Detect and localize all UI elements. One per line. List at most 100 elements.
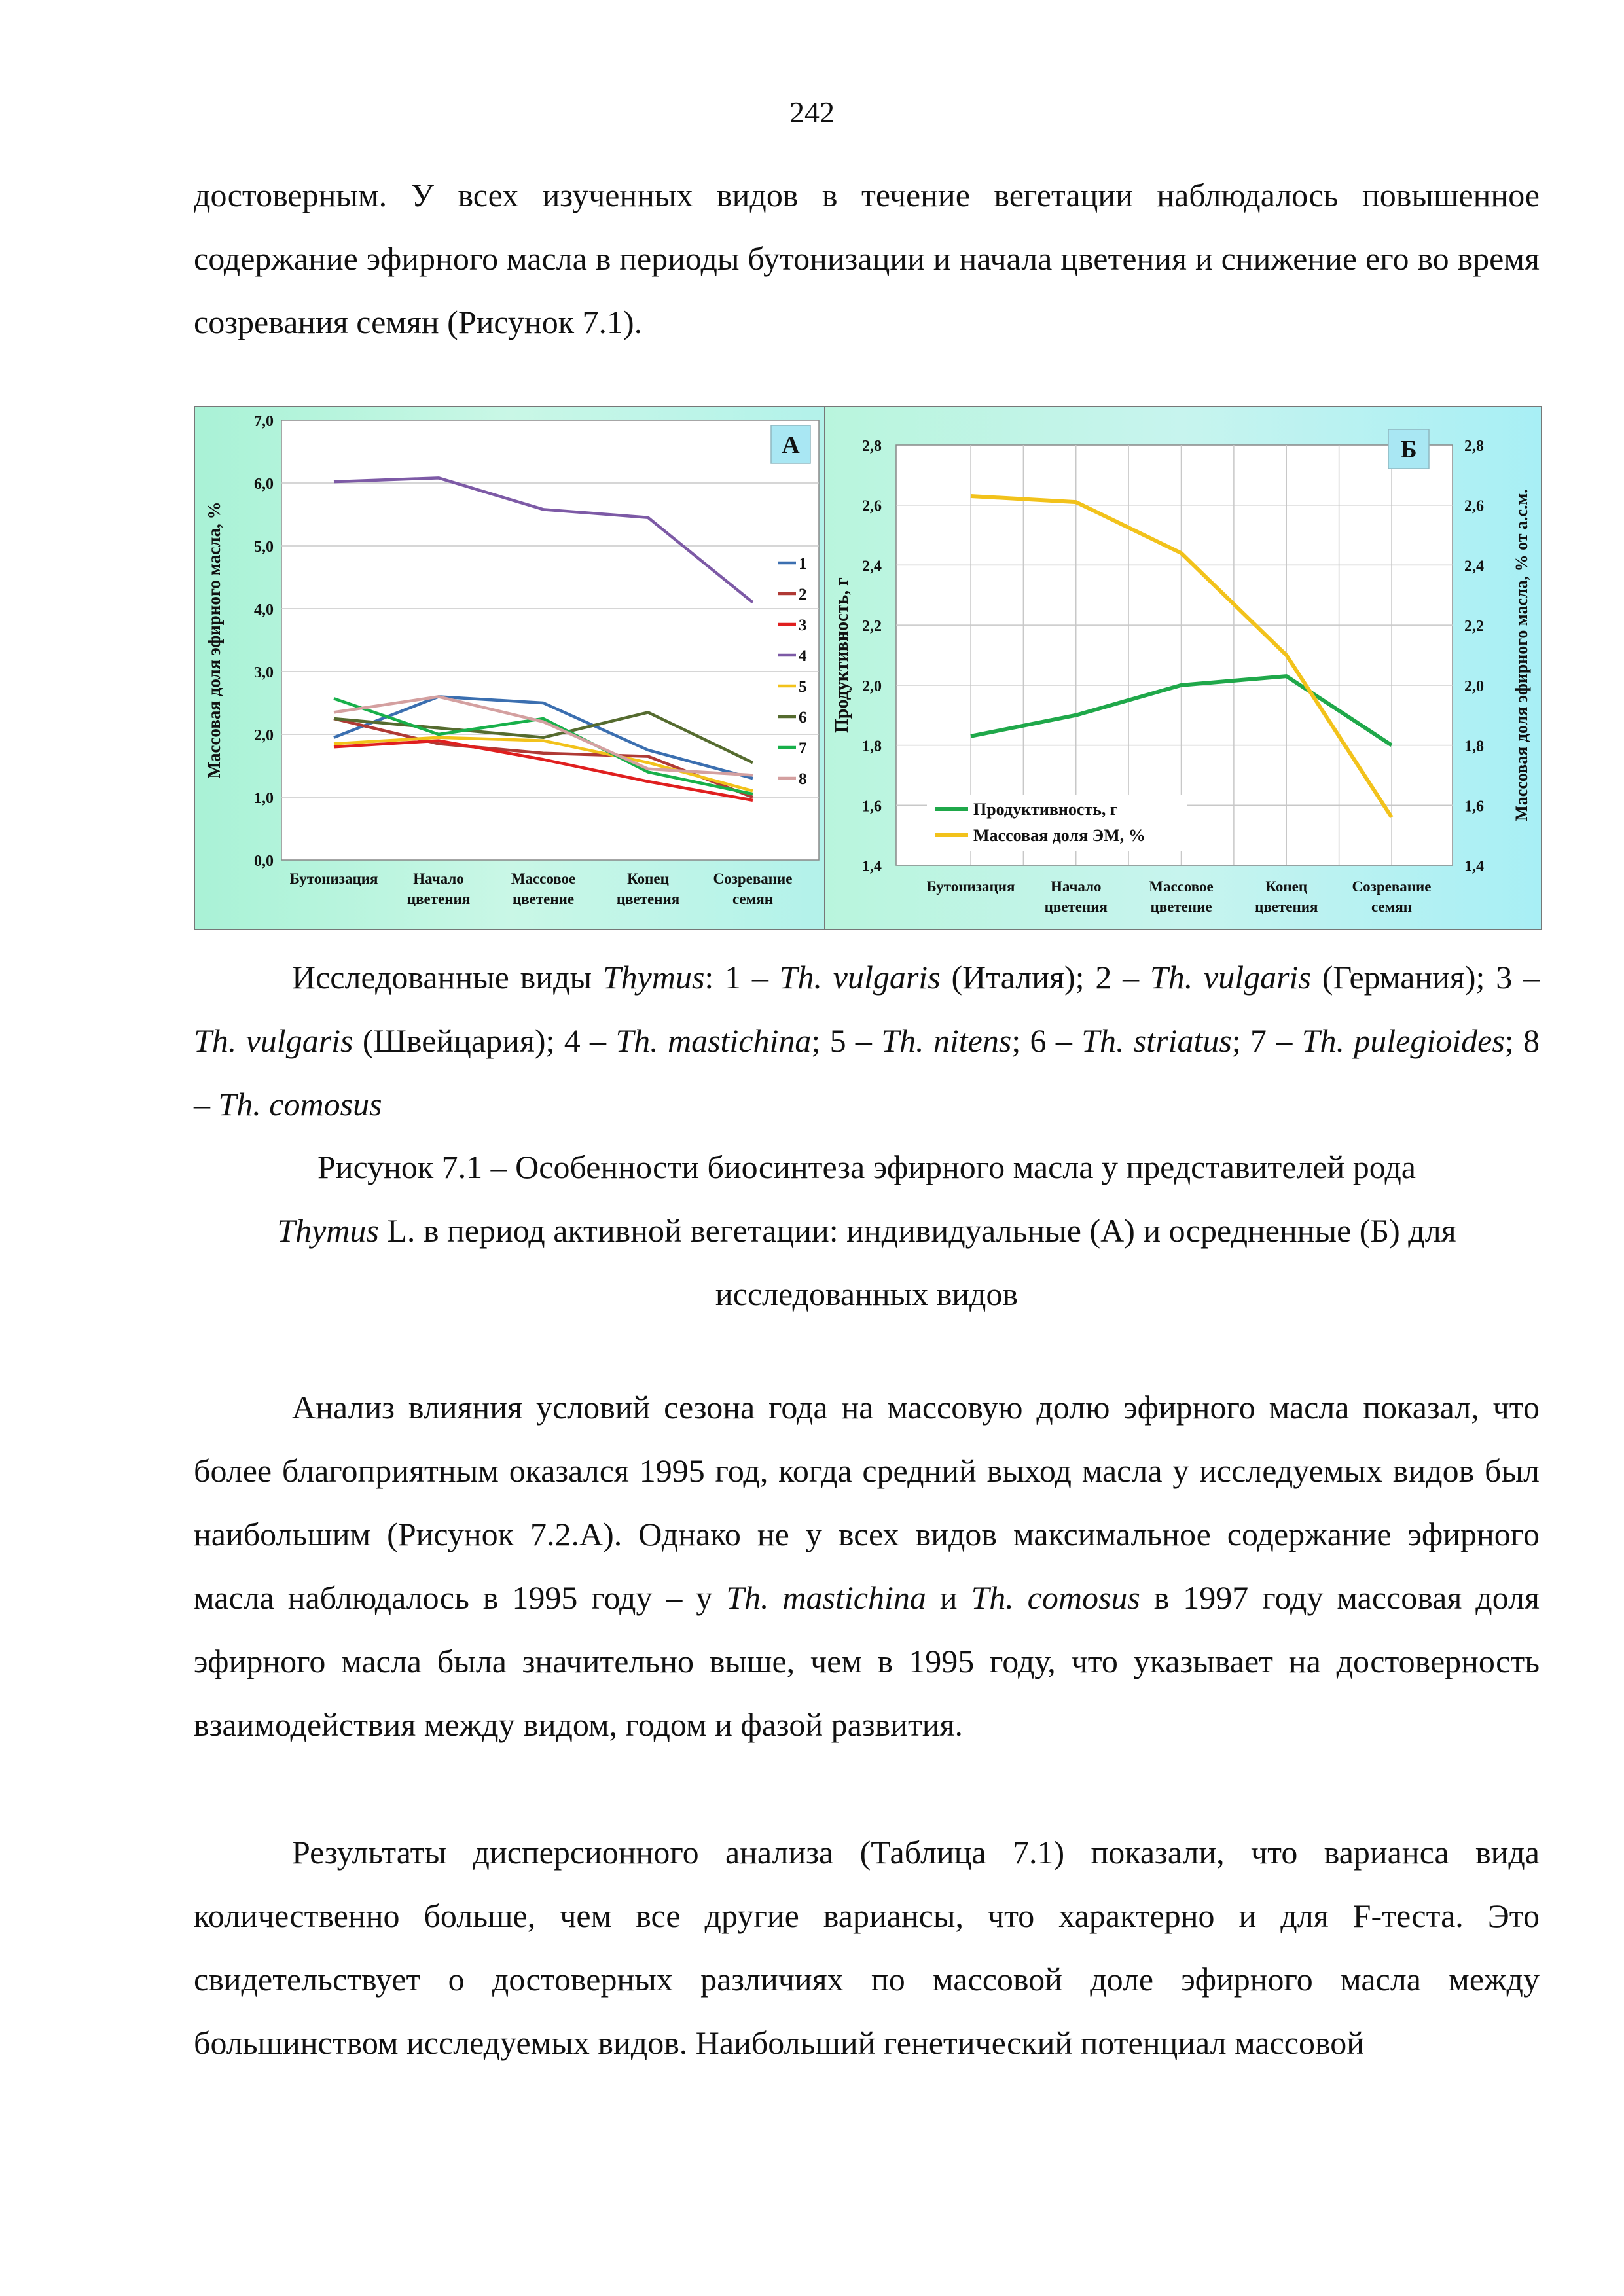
legend-label: 2	[799, 586, 807, 603]
panel-label-box	[1388, 429, 1430, 469]
x-tick-label: Созревание	[713, 870, 793, 887]
series-line-6	[333, 711, 753, 764]
y-tick-label: 1,8	[862, 738, 882, 755]
figure-caption-line-3: исследованных видов	[715, 1276, 1019, 1312]
species_caption-run: Th. mastichina	[615, 1022, 812, 1059]
legend-label: 3	[799, 617, 807, 634]
legend-background	[927, 795, 1187, 851]
x-tick-label: цветения	[407, 891, 470, 907]
y-tick-label: 4,0	[254, 601, 274, 619]
para2-run: и	[926, 1579, 971, 1616]
paragraph-1: достоверным. У всех изученных видов в те…	[194, 177, 1540, 340]
y-tick-label: 2,0	[862, 678, 882, 695]
chart-panel-a: 0,0 1,0 2,0 3,0 4,0 5,0 6,0 7,0 Бутонизация Начал…	[194, 406, 826, 930]
legend-label: Продуктивность, г	[973, 800, 1118, 819]
chart-a: 0,0 1,0 2,0 3,0 4,0 5,0 6,0 7,0 Бутонизация Начал…	[204, 413, 820, 907]
x-tick-label: цветения	[1045, 899, 1108, 915]
y-tick-label-right: 2,4	[1464, 558, 1484, 575]
y-tick-label-right: 1,8	[1464, 738, 1484, 755]
y-tick-label: 1,6	[862, 798, 882, 815]
legend-label: 6	[799, 709, 807, 726]
legend-label: 7	[799, 740, 807, 757]
y-axis-label-right: Массовая доля эфирного масла, % от а.с.м…	[1512, 489, 1531, 821]
series-line-3	[333, 739, 753, 802]
y-tick-label: 1,4	[862, 858, 882, 875]
x-tick-label: Бутонизация	[927, 878, 1015, 895]
species_caption-run: Th. vulgaris	[1149, 959, 1311, 996]
y-tick-label: 7,0	[254, 413, 274, 430]
para2-run: Анализ влияния условий сезона года на ма…	[194, 1389, 1540, 1616]
chart-b: 1,4 1,4 1,6 1,6 1,8 1,8 2,0 2,0 2,2 2,2 2,4 2,4 2,6 2…	[832, 429, 1531, 915]
paragraph-2: Анализ влияния условий сезона года на ма…	[194, 1376, 1540, 1757]
x-tick-label: Бутонизация	[290, 870, 378, 887]
series-line-8	[333, 695, 753, 777]
y-tick-label: 3,0	[254, 664, 274, 681]
paragraph-3: Результаты дисперсионного анализа (Табли…	[194, 1834, 1540, 2061]
y-tick-label: 5,0	[254, 539, 274, 556]
y-tick-label-right: 1,6	[1464, 798, 1484, 815]
para2-run: Th. comosus	[971, 1579, 1140, 1616]
x-tick-label: Начало	[1051, 878, 1102, 895]
figure-caption-line-2-rest: L. в период активной вегетации: индивиду…	[378, 1212, 1456, 1249]
species_caption-run: Исследованные виды	[292, 959, 603, 996]
x-tick-label: Конец	[1265, 878, 1307, 895]
y-tick-label: 0,0	[254, 853, 274, 870]
genus-name: Thymus	[277, 1212, 379, 1249]
y-tick-label-right: 2,8	[1464, 438, 1484, 455]
species-caption: Исследованные виды Thymus: 1 – Th. vulga…	[194, 946, 1540, 1136]
para2-run: в 1997 году массовая доля эфирного масла…	[194, 1579, 1540, 1743]
legend-label: 8	[799, 770, 807, 788]
series-line-0	[970, 674, 1393, 747]
species_caption-run: ; 8 –	[194, 1022, 1540, 1122]
species_caption-run: (Швейцария); 4 –	[353, 1022, 616, 1059]
legend-label: 1	[799, 555, 807, 573]
x-tick-label: цветение	[513, 891, 574, 907]
species_caption-run: Th. striatus	[1081, 1022, 1232, 1059]
species_caption-run: ; 6 –	[1011, 1022, 1082, 1059]
legend-label: 5	[799, 678, 807, 696]
x-tick-label: Конец	[627, 870, 669, 887]
species_caption-run: (Германия); 3 –	[1310, 959, 1540, 996]
y-axis-label: Продуктивность, г	[832, 577, 852, 733]
species_caption-run: Th. comosus	[218, 1086, 382, 1122]
y-tick-label: 2,0	[254, 727, 274, 744]
x-tick-label: цветение	[1150, 899, 1212, 915]
species_caption-run: (Италия); 2 –	[940, 959, 1150, 996]
species_caption-run: Th. vulgaris	[779, 959, 941, 996]
x-tick-label: Начало	[413, 870, 464, 887]
series-line-1	[333, 695, 753, 780]
x-tick-label: семян	[1371, 899, 1412, 915]
x-tick-label: Массовое	[1149, 878, 1214, 895]
species_caption-run: Th. nitens	[881, 1022, 1012, 1059]
species_caption-run: Th. pulegioides	[1301, 1022, 1505, 1059]
y-tick-label: 2,4	[862, 558, 882, 575]
x-tick-label: Созревание	[1352, 878, 1432, 895]
y-tick-label: 2,8	[862, 438, 882, 455]
plot-area	[281, 420, 820, 861]
y-tick-label: 6,0	[254, 476, 274, 493]
panel-label: А	[782, 431, 800, 459]
y-tick-label-right: 2,0	[1464, 678, 1484, 695]
species_caption-run: ; 7 –	[1231, 1022, 1302, 1059]
species_caption-run: Thymus	[602, 959, 705, 996]
series-line-7	[333, 697, 753, 796]
species_caption-run: : 1 –	[704, 959, 780, 996]
para2-run: Th. mastichina	[726, 1579, 926, 1616]
y-tick-label-right: 2,2	[1464, 618, 1484, 635]
x-tick-label: семян	[732, 891, 773, 907]
panel-label: Б	[1400, 436, 1416, 463]
x-tick-label: цветения	[617, 891, 679, 907]
legend-label: 4	[799, 647, 807, 665]
y-axis-label: Массовая доля эфирного масла, %	[204, 501, 224, 778]
legend-label: Массовая доля ЭМ, %	[973, 826, 1146, 845]
y-tick-label: 2,6	[862, 498, 882, 515]
y-tick-label: 1,0	[254, 790, 274, 807]
figure-caption-line-1: Рисунок 7.1 – Особенности биосинтеза эфи…	[317, 1149, 1416, 1185]
species_caption-run: Th. vulgaris	[194, 1022, 353, 1059]
species_caption-run: ; 5 –	[811, 1022, 882, 1059]
chart-panel-b: 1,4 1,4 1,6 1,6 1,8 1,8 2,0 2,0 2,2 2,2 2,4 2,4 2,6 2…	[824, 406, 1542, 930]
y-tick-label-right: 1,4	[1464, 858, 1484, 875]
figure-caption-line-2: Thymus L. в период активной вегетации: и…	[194, 1199, 1540, 1263]
page-number: 242	[789, 96, 835, 129]
series-line-1	[970, 493, 1394, 819]
